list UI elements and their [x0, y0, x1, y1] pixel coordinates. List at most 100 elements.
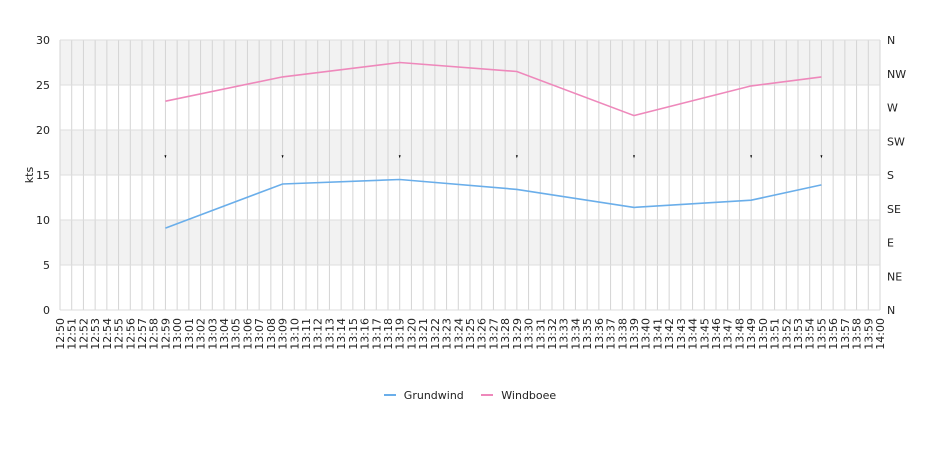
x-tick-label: 13:14 — [335, 318, 348, 350]
x-tick-label: 13:27 — [487, 318, 500, 350]
y2-tick-label: S — [887, 169, 894, 182]
direction-marker — [515, 155, 518, 159]
direction-marker — [398, 155, 401, 159]
x-tick-label: 13:02 — [195, 318, 208, 350]
x-tick-label: 12:52 — [77, 318, 90, 350]
x-tick-label: 13:20 — [405, 318, 418, 350]
x-tick-label: 12:51 — [66, 318, 79, 350]
x-tick-label: 12:54 — [101, 318, 114, 350]
x-tick-label: 13:11 — [300, 318, 313, 350]
y2-tick-label: W — [887, 102, 898, 115]
x-tick-label: 12:59 — [159, 318, 172, 350]
y2-tick-label: SW — [887, 135, 905, 148]
x-tick-label: 13:08 — [265, 318, 278, 350]
x-tick-label: 12:58 — [148, 318, 161, 350]
x-tick-label: 13:31 — [534, 318, 547, 350]
x-tick-label: 13:13 — [323, 318, 336, 350]
x-tick-label: 13:10 — [288, 318, 301, 350]
x-tick-label: 13:50 — [757, 318, 770, 350]
y2-tick-label: N — [887, 34, 895, 47]
x-tick-label: 13:54 — [804, 318, 817, 350]
x-tick-label: 13:30 — [523, 318, 536, 350]
y-axis-label: kts — [23, 167, 36, 184]
x-tick-label: 13:43 — [675, 318, 688, 350]
x-tick-label: 12:53 — [89, 318, 102, 350]
x-tick-label: 13:07 — [253, 318, 266, 350]
x-tick-label: 13:09 — [277, 318, 290, 350]
x-tick-label: 13:03 — [206, 318, 219, 350]
y-tick-label: 5 — [43, 259, 50, 272]
legend-label-windboee: Windboee — [501, 388, 557, 402]
x-tick-label: 13:39 — [628, 318, 641, 350]
x-tick-label: 13:21 — [417, 318, 430, 350]
y2-tick-label: SE — [887, 203, 901, 216]
x-tick-label: 12:55 — [113, 318, 126, 350]
x-tick-label: 13:48 — [733, 318, 746, 350]
x-tick-label: 13:28 — [499, 318, 512, 350]
y2-tick-label: N — [887, 304, 895, 317]
x-tick-label: 13:35 — [581, 318, 594, 350]
x-tick-label: 13:56 — [827, 318, 840, 350]
x-axis-ticks: 12:5012:5112:5212:5312:5412:5512:5612:57… — [54, 318, 887, 350]
series-line-grundwind — [165, 178, 822, 229]
legend-label-grundwind: Grundwind — [403, 388, 464, 402]
x-tick-label: 12:50 — [54, 318, 67, 350]
x-tick-label: 13:59 — [862, 318, 875, 350]
legend-item-grundwind[interactable]: Grundwind — [383, 388, 464, 402]
x-tick-label: 13:15 — [347, 318, 360, 350]
x-tick-label: 13:01 — [183, 318, 196, 350]
x-tick-label: 13:57 — [839, 318, 852, 350]
y-axis-ticks: 0 5 10 15 20 25 30 — [36, 34, 50, 317]
x-tick-label: 13:47 — [722, 318, 735, 350]
y2-axis-ticks: N NE E SE S SW W NW N — [887, 34, 906, 317]
horizontal-gridlines — [60, 39, 880, 311]
x-tick-label: 13:18 — [382, 318, 395, 350]
x-tick-label: 13:25 — [464, 318, 477, 350]
x-tick-label: 13:37 — [605, 318, 618, 350]
x-tick-label: 13:05 — [230, 318, 243, 350]
x-tick-label: 13:34 — [569, 318, 582, 350]
x-tick-label: 13:55 — [815, 318, 828, 350]
x-tick-label: 13:06 — [241, 318, 254, 350]
direction-marker — [750, 155, 753, 159]
y-tick-label: 20 — [36, 124, 50, 137]
y-tick-label: 10 — [36, 214, 50, 227]
x-tick-label: 13:41 — [651, 318, 664, 350]
x-tick-label: 13:24 — [452, 318, 465, 350]
y2-tick-label: E — [887, 237, 894, 250]
x-tick-label: 13:36 — [593, 318, 606, 350]
x-tick-label: 13:53 — [792, 318, 805, 350]
x-tick-label: 13:38 — [616, 318, 629, 350]
x-tick-label: 14:00 — [874, 318, 887, 350]
legend-swatch-windboee — [481, 394, 494, 396]
direction-marker — [633, 155, 635, 159]
y-tick-label: 30 — [36, 34, 50, 47]
x-tick-label: 13:04 — [218, 318, 231, 350]
direction-marker — [281, 155, 284, 159]
y-tick-label: 25 — [36, 79, 50, 92]
x-tick-label: 13:19 — [394, 318, 407, 350]
direction-marker — [164, 155, 167, 159]
series-line-windboee — [165, 61, 822, 117]
x-tick-label: 13:22 — [429, 318, 442, 350]
legend-item-windboee[interactable]: Windboee — [481, 389, 556, 402]
x-tick-label: 13:45 — [698, 318, 711, 350]
legend: Grundwind Windboee — [0, 386, 940, 402]
x-tick-label: 13:23 — [441, 318, 454, 350]
x-tick-label: 13:52 — [780, 318, 793, 350]
x-tick-label: 13:46 — [710, 318, 723, 350]
direction-markers — [164, 155, 823, 159]
legend-swatch-grundwind — [383, 394, 396, 396]
x-tick-label: 13:00 — [171, 318, 184, 350]
x-tick-label: 13:40 — [640, 318, 653, 350]
x-tick-label: 13:17 — [370, 318, 383, 350]
y-tick-label: 0 — [43, 304, 50, 317]
x-tick-label: 13:42 — [663, 318, 676, 350]
series-lines — [165, 61, 822, 229]
x-tick-label: 12:57 — [136, 318, 149, 350]
x-tick-label: 13:51 — [769, 318, 782, 350]
y-tick-label: 15 — [36, 169, 50, 182]
x-tick-label: 13:33 — [558, 318, 571, 350]
direction-marker — [820, 155, 823, 159]
